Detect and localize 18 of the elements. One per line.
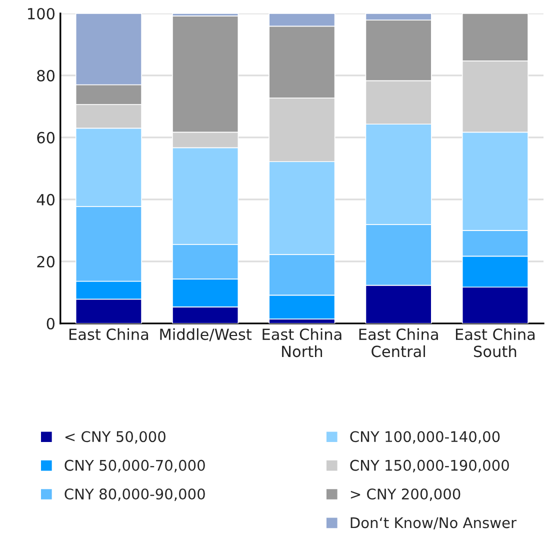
legend-label: CNY 80,000-90,000 [64,488,205,502]
x-tick-label: East China [69,328,148,340]
x-tick-label: East China Central [359,328,438,358]
y-tick-label: 40 [36,194,55,206]
x-tick-label: East China South [456,328,535,358]
legend-label: Don‘t Know/No Answer [350,517,517,530]
y-tick-label: 20 [37,256,55,268]
x-tick-label: East China North [262,328,342,358]
y-tick-label: 80 [37,70,55,82]
y-tick-label: 0 [46,318,55,330]
y-tick-label: 100 [28,8,55,20]
y-tick-label: 60 [37,132,55,144]
legend-label: < CNY 50,000 [65,431,166,444]
legend-label: CNY 150,000-190,000 [350,460,509,472]
x-tick-label: Middle/West [160,328,252,342]
legend-label: CNY 100,000-140,00 [350,431,500,444]
legend-label: > CNY 200,000 [350,488,460,502]
legend-label: CNY 50,000-70,000 [64,460,205,472]
